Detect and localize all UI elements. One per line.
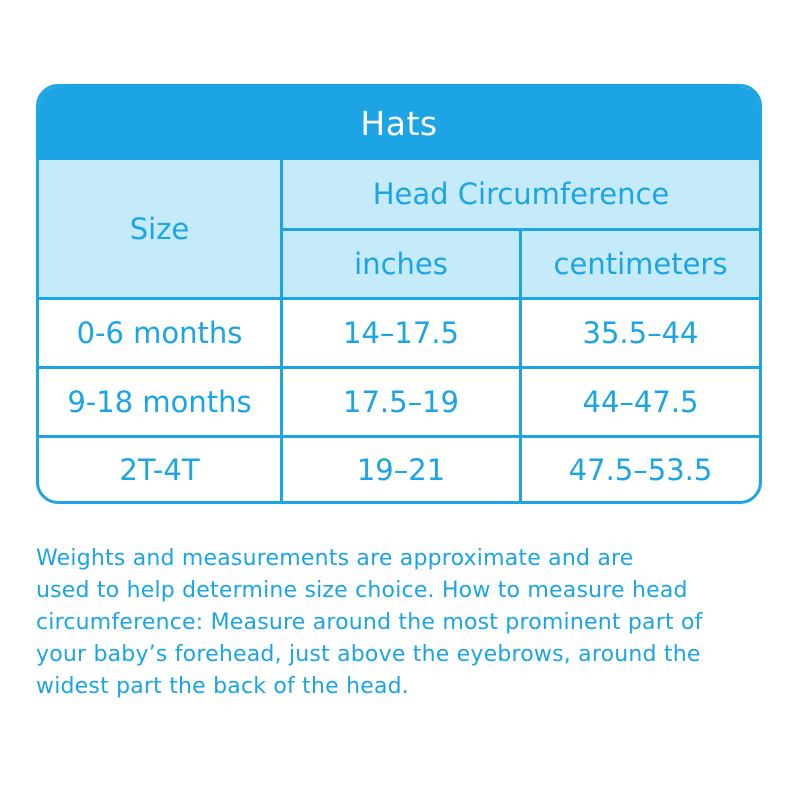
note-line: widest part the back of the head. [36,674,409,699]
header-inches: inches [354,247,448,281]
grid-line [280,160,283,501]
row-1-size: 0-6 months [76,316,243,350]
note-line: Weights and measurements are approximate… [36,546,634,571]
grid-line [519,229,522,501]
header-head-circumference: Head Circumference [372,177,670,211]
row-1-inches: 14–17.5 [343,316,459,350]
grid-line [39,435,759,438]
grid-line [39,366,759,369]
row-2-centimeters: 44–47.5 [582,385,699,419]
row-3-centimeters: 47.5–53.5 [568,452,713,487]
header-centimeters: centimeters [553,247,728,281]
row-2-inches: 17.5–19 [343,385,459,419]
note-line: used to help determine size choice. How … [36,578,688,603]
grid-line [283,228,759,231]
header-size: Size [129,212,190,246]
row-1-centimeters: 35.5–44 [582,316,699,350]
measurement-note: Weights and measurements are approximate… [36,543,776,703]
row-2-size: 9-18 months [67,385,252,419]
hat-size-chart: Hats Size Head Circumference inches cent… [36,84,762,504]
row-3-inches: 19–21 [356,452,446,487]
note-line: your baby’s forehead, just above the eye… [36,642,701,667]
grid-line [39,297,759,300]
row-3-size: 2T-4T [119,452,200,487]
note-line: circumference: Measure around the most p… [36,610,703,635]
chart-title: Hats [39,87,759,160]
